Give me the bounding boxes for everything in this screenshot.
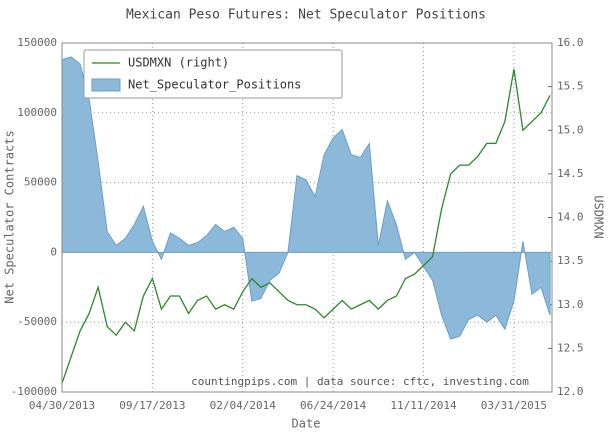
legend-swatch [91,78,121,92]
annotation: countingpips.com | data source: cftc, in… [191,375,529,388]
y-tick-label: 0 [50,245,57,258]
x-tick-label: 06/24/2014 [300,399,367,412]
line [61,69,551,384]
plot-frame [61,42,553,393]
y2-tick-label: 12.0 [557,385,584,398]
y-tick-label: -100000 [11,385,57,398]
y-tick-label: 50000 [24,176,57,189]
y2-tick-label: 15.0 [557,123,584,136]
y2-tick-label: 13.5 [557,254,584,267]
legend-label: USDMXN (right) [128,56,229,70]
chart-title: Mexican Peso Futures: Net Speculator Pos… [126,8,486,23]
x-tick-label: 04/30/2013 [29,399,95,412]
x-tick-label: 02/04/2014 [210,399,277,412]
y2-tick-label: 16.0 [557,36,584,49]
y2-tick-label: 14.0 [557,211,584,224]
x-tick-label: 03/31/2015 [481,399,547,412]
y-tick-label: 100000 [17,106,57,119]
y-axis-label: Net Speculator Contracts [3,130,17,303]
area [61,56,551,340]
y2-tick-label: 15.5 [557,80,584,93]
legend-box [83,49,343,99]
y2-tick-label: 13.0 [557,298,584,311]
y2-axis-label: USDMXN [592,195,606,238]
legend-label: Net_Speculator_Positions [128,78,301,92]
x-tick-label: 11/11/2014 [390,399,457,412]
y-tick-label: 150000 [17,36,57,49]
y-tick-label: -50000 [17,315,57,328]
y2-tick-label: 14.5 [557,167,584,180]
x-axis-label: Date [292,417,321,431]
y2-tick-label: 12.5 [557,341,584,354]
x-tick-label: 09/17/2013 [119,399,185,412]
